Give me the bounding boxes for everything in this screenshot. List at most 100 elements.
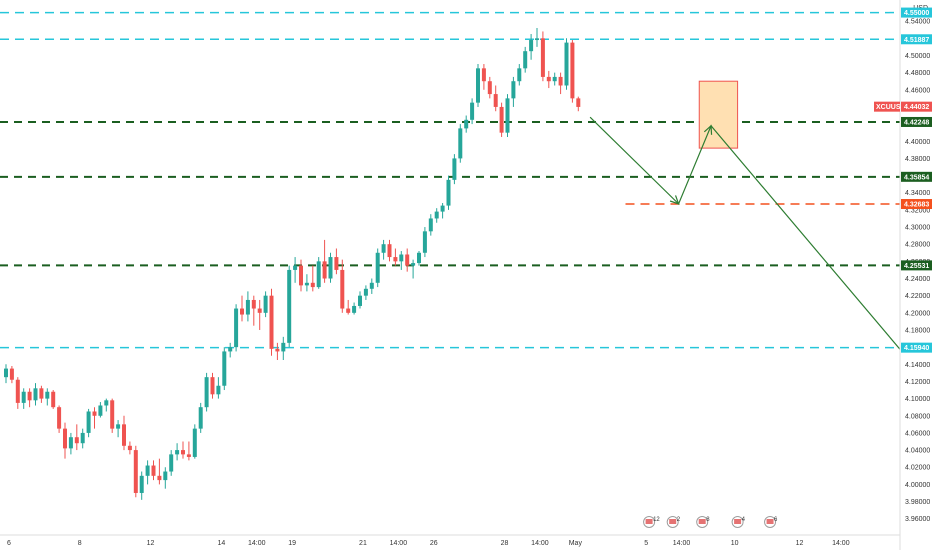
time-tick-label: 14:00 <box>390 540 408 547</box>
event-count: 2 <box>677 517 681 523</box>
candle-body <box>428 218 433 232</box>
candle-body <box>63 428 67 449</box>
candle-body <box>310 282 315 288</box>
price-tick-label: 4.18000 <box>905 327 930 334</box>
level-price-label: 4.15940 <box>904 345 929 352</box>
level-price-label: 4.42248 <box>904 119 929 126</box>
time-tick-label: 6 <box>7 540 11 547</box>
candle-body <box>57 407 62 429</box>
candle-body <box>122 424 126 446</box>
candle-body <box>240 308 244 315</box>
candle-body <box>163 471 168 481</box>
level-price-tag <box>901 171 932 182</box>
candle-body <box>33 388 38 401</box>
price-tick-label: 4.54000 <box>905 19 930 26</box>
event-count: 12 <box>653 517 660 523</box>
candle-body <box>175 450 180 455</box>
price-tick-label: 4.38000 <box>905 156 930 163</box>
time-tick-label: 12 <box>796 540 804 547</box>
level-price-label: 4.35854 <box>904 174 929 181</box>
candle-body <box>139 475 144 493</box>
projection-arrowhead <box>703 124 713 135</box>
candle-body <box>369 282 374 289</box>
target-zone-box <box>698 80 739 149</box>
time-tick-label: 14:00 <box>248 540 266 547</box>
projection-line <box>589 116 930 385</box>
candle-body <box>74 437 79 444</box>
candle-body <box>39 388 44 399</box>
price-tick-label: 4.40000 <box>905 139 930 146</box>
candle-body <box>316 261 321 288</box>
candle-body <box>440 205 445 212</box>
candle-body <box>127 445 132 451</box>
target-zone <box>698 80 739 149</box>
candle-body <box>281 342 286 352</box>
time-tick-label: 14:00 <box>673 540 691 547</box>
candle-body <box>558 76 563 86</box>
time-tick-label: 28 <box>501 540 509 547</box>
price-tick-label: 4.32000 <box>905 207 930 214</box>
price-tick-label: 3.96000 <box>905 516 930 523</box>
candle-body <box>98 405 103 416</box>
level-price-label: 4.51887 <box>904 37 929 44</box>
time-tick-label: 5 <box>644 540 648 547</box>
candle-body <box>287 269 292 343</box>
level-price-label: 4.55000 <box>904 10 929 17</box>
candle-body <box>222 351 227 386</box>
candle-body <box>192 428 197 457</box>
price-tick-label: 4.34000 <box>905 190 930 197</box>
time-tick-label: 8 <box>78 540 82 547</box>
candle-body <box>346 308 351 313</box>
price-tick-label: 4.20000 <box>905 310 930 317</box>
candle-body <box>517 68 522 82</box>
candle-body <box>564 42 569 86</box>
event-flag-stripes <box>766 519 774 524</box>
candle-body <box>68 437 73 449</box>
level-price-tag <box>901 116 932 127</box>
candle-body <box>145 465 150 476</box>
candle-body <box>257 308 262 313</box>
price-tick-label: 4.48000 <box>905 70 930 77</box>
price-tick-label: 4.08000 <box>905 413 930 420</box>
candle-body <box>181 450 185 455</box>
candle-body <box>576 98 581 107</box>
candle-body <box>299 265 303 286</box>
candle-body <box>535 38 539 41</box>
candle-body <box>169 454 174 472</box>
candle-body <box>381 244 386 253</box>
horizontal-levels <box>0 11 900 349</box>
event-flag-stripes <box>669 519 677 524</box>
candles <box>4 28 581 500</box>
candle-body <box>358 295 362 306</box>
candle-body <box>304 282 309 286</box>
candle-body <box>405 254 410 266</box>
candle-body <box>275 348 280 352</box>
level-price-tag <box>901 342 932 353</box>
candle-body <box>505 98 510 133</box>
event-flag-stripes <box>645 519 653 524</box>
candle-body <box>86 411 91 433</box>
price-tick-label: 4.04000 <box>905 448 930 455</box>
candle-body <box>387 244 392 258</box>
candle-body <box>204 377 209 408</box>
price-tick-label: 4.06000 <box>905 430 930 437</box>
event-badges: 12 2 8 4 6 <box>643 516 778 528</box>
time-tick-label: 12 <box>147 540 155 547</box>
candle-body <box>487 81 492 95</box>
candle-body <box>363 288 368 296</box>
candle-body <box>523 51 528 69</box>
candle-body <box>15 379 20 403</box>
time-tick-label: 10 <box>731 540 739 547</box>
candle-body <box>446 179 451 206</box>
event-count: 6 <box>774 517 778 523</box>
level-price-label: 4.25531 <box>904 263 929 270</box>
candle-body <box>110 400 115 429</box>
candle-body <box>269 295 274 349</box>
candle-body <box>470 102 475 120</box>
price-tick-label: 4.46000 <box>905 87 930 94</box>
candle-body <box>293 265 298 270</box>
symbol-label: XCUUSD <box>876 104 906 111</box>
price-tick-label: 4.24000 <box>905 276 930 283</box>
